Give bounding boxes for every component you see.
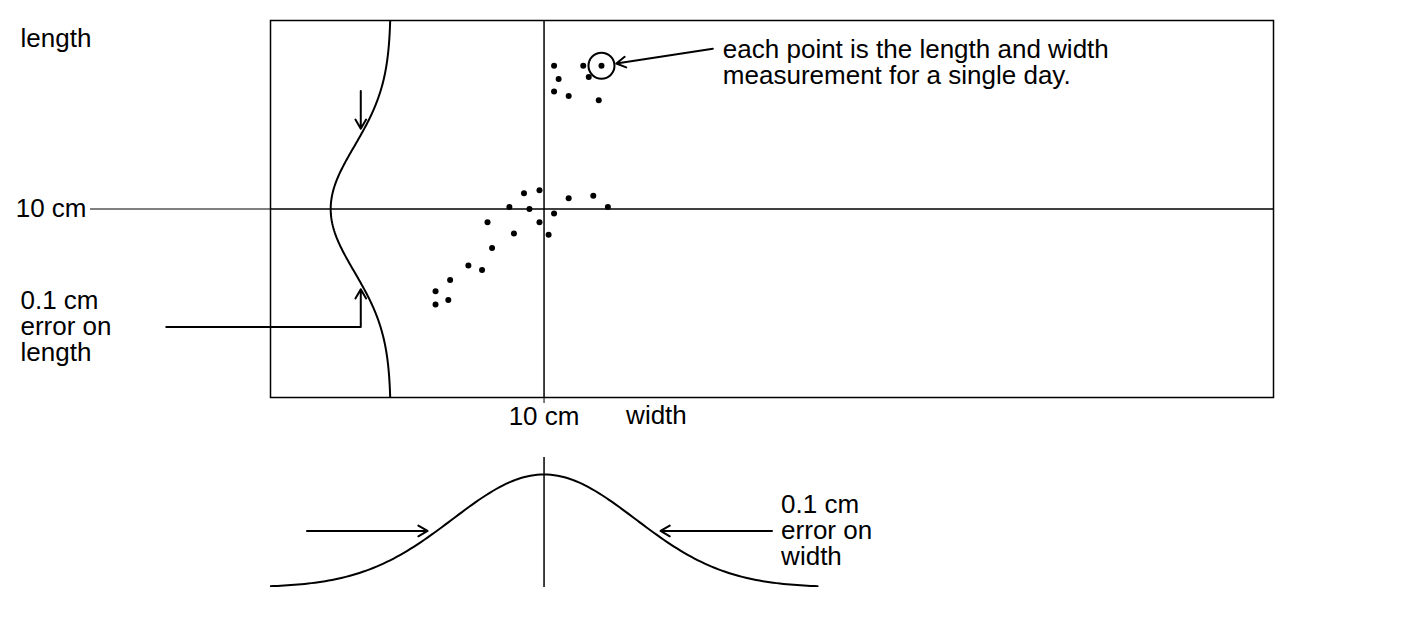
svg-text:0.1 cmerror onlength: 0.1 cmerror onlength bbox=[21, 285, 112, 367]
svg-text:0.1 cmerror onwidth: 0.1 cmerror onwidth bbox=[780, 489, 872, 571]
svg-text:10 cm: 10 cm bbox=[509, 401, 580, 431]
svg-text:10 cm: 10 cm bbox=[16, 193, 87, 223]
svg-text:length: length bbox=[21, 23, 92, 53]
svg-text:width: width bbox=[625, 400, 687, 430]
svg-text:each point is the length and w: each point is the length and widthmeasur… bbox=[723, 34, 1109, 90]
